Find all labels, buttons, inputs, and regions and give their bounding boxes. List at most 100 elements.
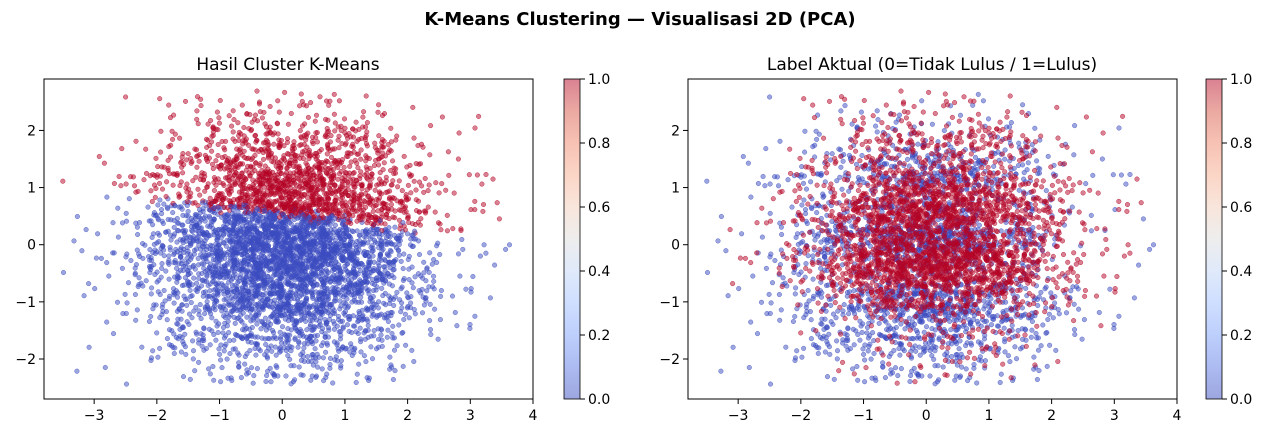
- scatter-point: [385, 142, 391, 148]
- scatter-point: [262, 227, 268, 233]
- scatter-point: [213, 158, 219, 164]
- scatter-point: [390, 158, 396, 164]
- scatter-point: [225, 212, 231, 218]
- scatter-point: [381, 160, 387, 166]
- scatter-point: [187, 376, 193, 382]
- scatter-point: [349, 289, 355, 295]
- scatter-point: [313, 359, 319, 365]
- scatter-point: [424, 288, 430, 294]
- scatter-point: [432, 306, 438, 312]
- scatter-point: [165, 167, 171, 174]
- x-tick-label: 3: [466, 408, 475, 424]
- scatter-point: [316, 243, 322, 249]
- scatter-point: [149, 285, 155, 291]
- scatter-point: [296, 364, 302, 370]
- scatter-point: [92, 286, 98, 292]
- scatter-point: [176, 261, 182, 267]
- scatter-point: [367, 180, 373, 186]
- scatter-point: [188, 215, 194, 222]
- scatter-point: [181, 246, 187, 252]
- scatter-point: [325, 296, 331, 302]
- scatter-point: [123, 218, 130, 224]
- scatter-point: [255, 265, 261, 271]
- scatter-point: [380, 293, 386, 299]
- scatter-point: [327, 361, 333, 368]
- scatter-point: [283, 170, 289, 176]
- scatter-point: [383, 174, 389, 180]
- scatter-point: [256, 101, 262, 107]
- scatter-point: [295, 164, 301, 170]
- scatter-point: [170, 136, 176, 142]
- scatter-point: [371, 333, 377, 339]
- scatter-point: [479, 181, 485, 187]
- scatter-point: [245, 234, 251, 240]
- scatter-point: [297, 233, 303, 239]
- scatter-point: [415, 198, 422, 204]
- scatter-point: [323, 349, 329, 355]
- scatter-point: [281, 143, 287, 149]
- scatter-point: [266, 172, 272, 178]
- scatter-point: [386, 259, 392, 265]
- scatter-point: [123, 381, 130, 387]
- scatter-point: [325, 146, 331, 152]
- scatter-point: [313, 373, 320, 379]
- scatter-point: [382, 256, 388, 262]
- scatter-point: [339, 318, 345, 324]
- scatter-point: [245, 186, 251, 192]
- scatter-point: [309, 222, 315, 228]
- scatter-point: [336, 210, 342, 216]
- scatter-point: [472, 313, 478, 319]
- scatter-point: [356, 205, 362, 212]
- scatter-point: [320, 223, 326, 229]
- scatter-point: [366, 200, 373, 206]
- scatter-point: [317, 178, 323, 184]
- scatter-point: [178, 254, 184, 260]
- scatter-point: [345, 135, 351, 141]
- scatter-point: [184, 157, 190, 163]
- scatter-point: [379, 181, 385, 187]
- scatter-point: [234, 257, 240, 263]
- scatter-point: [123, 310, 129, 317]
- scatter-point: [181, 230, 188, 236]
- scatter-point: [483, 171, 489, 178]
- scatter-point: [353, 119, 359, 125]
- scatter-point: [331, 286, 337, 292]
- scatter-point: [204, 272, 210, 278]
- scatter-point: [224, 356, 230, 362]
- scatter-point: [195, 233, 201, 239]
- scatter-point: [302, 180, 308, 186]
- scatter-point: [369, 356, 376, 362]
- scatter-point: [340, 156, 346, 163]
- scatter-point: [311, 310, 317, 316]
- scatter-point: [155, 202, 161, 208]
- scatter-point: [237, 267, 243, 273]
- scatter-point: [257, 282, 263, 288]
- scatter-point: [244, 298, 250, 304]
- scatter-point: [198, 217, 204, 223]
- scatter-point: [204, 155, 210, 161]
- scatter-point: [143, 278, 149, 284]
- scatter-point: [184, 199, 190, 205]
- scatter-point: [211, 331, 217, 338]
- scatter-point: [421, 259, 427, 265]
- scatter-point: [262, 315, 268, 321]
- scatter-point: [308, 100, 314, 106]
- scatter-point: [220, 181, 226, 187]
- scatter-point: [155, 230, 161, 236]
- scatter-point: [268, 266, 274, 272]
- scatter-point: [391, 347, 398, 353]
- scatter-point: [341, 116, 348, 122]
- scatter-point: [194, 164, 200, 170]
- scatter-point: [379, 144, 385, 150]
- scatter-point: [159, 312, 165, 318]
- scatter-point: [263, 378, 269, 385]
- scatter-point: [374, 284, 380, 290]
- scatter-point: [404, 215, 411, 221]
- scatter-point: [193, 147, 200, 153]
- scatter-point: [289, 344, 295, 350]
- scatter-point: [280, 212, 286, 218]
- scatter-point: [280, 205, 286, 211]
- scatter-point: [347, 199, 353, 205]
- scatter-point: [316, 161, 322, 167]
- scatter-point: [257, 213, 263, 219]
